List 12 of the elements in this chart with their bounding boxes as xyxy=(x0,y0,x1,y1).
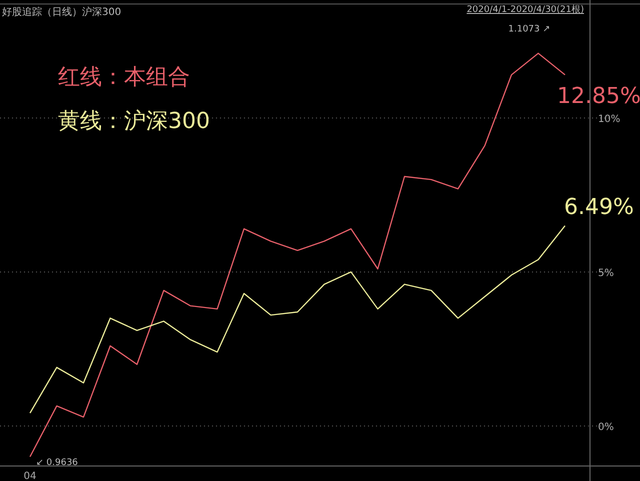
chart-title: 好股追踪（日线）沪深300 xyxy=(2,6,122,18)
y-tick-label: 0% xyxy=(598,422,614,433)
annotation: 6.49% xyxy=(564,194,634,220)
annotation: 1.1073 ↗ xyxy=(508,24,550,34)
y-tick-label: 10% xyxy=(598,114,620,125)
x-tick-label: 04 xyxy=(24,471,36,481)
annotation: 12.85% xyxy=(557,84,640,109)
chart-subtitle: 2020/4/1-2020/4/30(21根) xyxy=(466,4,584,15)
annotation: ↙ 0.9636 xyxy=(36,458,78,468)
y-tick-label: 5% xyxy=(598,268,614,279)
text: 红线：本组合 xyxy=(58,65,190,90)
text: 黄线：沪深300 xyxy=(58,109,210,134)
